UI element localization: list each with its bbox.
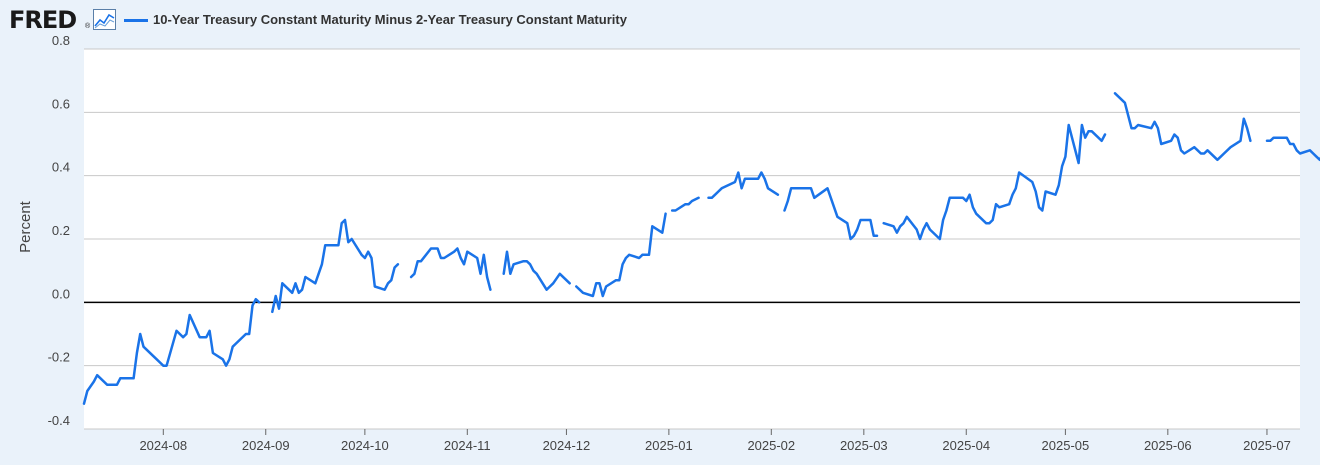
series-line-segment[interactable] xyxy=(670,196,700,212)
y-tick-label: -0.2 xyxy=(48,350,70,365)
x-tick-label: 2025-05 xyxy=(1042,438,1090,453)
legend-swatch xyxy=(124,19,148,22)
legend-label[interactable]: 10-Year Treasury Constant Maturity Minus… xyxy=(153,12,627,27)
y-tick-label: 0.4 xyxy=(52,160,70,175)
series-line-segment[interactable] xyxy=(882,123,1107,241)
series-line-segment[interactable] xyxy=(502,250,571,291)
y-tick-label: 0.0 xyxy=(52,286,70,301)
y-tick-label: -0.4 xyxy=(48,413,70,428)
gridlines xyxy=(84,48,1300,430)
series-line-segment[interactable] xyxy=(783,187,879,241)
x-tick-label: 2024-08 xyxy=(139,438,187,453)
x-tick-label: 2025-04 xyxy=(942,438,990,453)
x-tick-label: 2024-11 xyxy=(444,438,491,453)
x-tick-label: 2025-02 xyxy=(747,438,795,453)
logo-registered-mark: ® xyxy=(85,23,91,30)
x-tick-label: 2025-03 xyxy=(840,438,888,453)
x-tick-label: 2024-10 xyxy=(341,438,389,453)
series-line-segment[interactable] xyxy=(707,171,780,200)
x-tick-label: 2025-07 xyxy=(1243,438,1291,453)
series-line-segment[interactable] xyxy=(1265,136,1320,163)
series-line-segment[interactable] xyxy=(575,212,667,298)
series-line-segment[interactable] xyxy=(271,218,400,314)
x-tick-label: 2025-01 xyxy=(645,438,693,453)
y-tick-label: 0.6 xyxy=(52,96,70,111)
x-tick-label: 2025-06 xyxy=(1144,438,1192,453)
series-line-segment[interactable] xyxy=(82,297,261,405)
line-chart-icon xyxy=(93,9,117,36)
series-line-segment[interactable] xyxy=(1113,92,1252,162)
y-tick-label: 0.8 xyxy=(52,33,70,48)
x-tick-label: 2024-12 xyxy=(543,438,591,453)
y-tick-label: 0.2 xyxy=(52,223,70,238)
x-tick-label: 2024-09 xyxy=(242,438,290,453)
series-lines[interactable] xyxy=(82,92,1320,405)
fred-logo[interactable]: FRED xyxy=(9,6,77,34)
x-axis-ticks: 2024-08 2024-09 2024-10 2024-11 2024-12 2025-… xyxy=(139,429,1291,453)
y-axis-ticks: 0.8 0.6 0.4 0.2 0.0 -0.2 -0.4 xyxy=(48,33,70,428)
series-line-segment[interactable] xyxy=(409,247,492,291)
y-axis-label: Percent xyxy=(17,200,34,253)
chart-header: FRED ® 10-Year Treasury Constant Maturit… xyxy=(0,0,1320,40)
